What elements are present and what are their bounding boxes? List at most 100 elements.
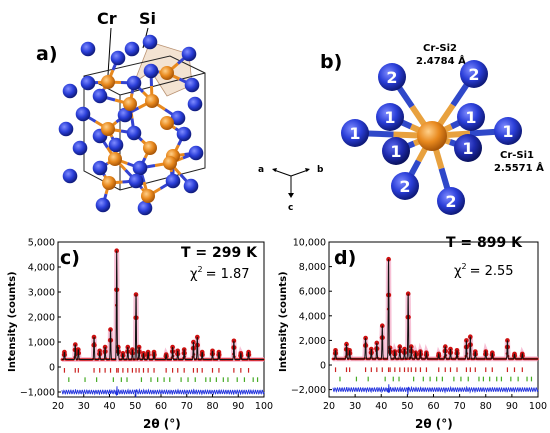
si-atom bbox=[75, 106, 91, 122]
x-tick-label: 40 bbox=[375, 401, 387, 412]
si-atom bbox=[170, 110, 186, 126]
si-atom bbox=[132, 160, 148, 176]
si-atom bbox=[184, 77, 200, 93]
y-tick-label: 2,000 bbox=[28, 313, 55, 324]
si-neighbor-atom bbox=[437, 187, 465, 215]
cr-atom bbox=[145, 94, 159, 108]
x-axis-title-c: 2θ (°) bbox=[143, 417, 181, 431]
x-tick-label: 30 bbox=[349, 401, 361, 412]
x-tick-label: 20 bbox=[323, 401, 335, 412]
cr-atom bbox=[101, 122, 115, 136]
si-atom bbox=[183, 178, 199, 194]
si-atom bbox=[92, 160, 108, 176]
axis-label-a: a bbox=[258, 165, 264, 175]
cr-atom bbox=[160, 66, 174, 80]
y-tick-label: 1,000 bbox=[28, 338, 55, 349]
x-tick-label: 20 bbox=[52, 401, 64, 412]
y-tick-label: 5,000 bbox=[28, 238, 55, 249]
si-atom bbox=[117, 107, 133, 123]
axis-label-c: c bbox=[288, 203, 293, 213]
plot-area-c: −1,000 0 1,000 2,000 3,000 4,000 5,000 20 30 40 50… bbox=[20, 238, 273, 413]
chi-value-d: = 2.55 bbox=[470, 264, 514, 279]
si-atom bbox=[62, 83, 78, 99]
si-atom bbox=[137, 200, 153, 216]
panel-d-xrd-pattern: d) T = 899 K χ2 = 2.55 −2,000 0 2,000 4,000 6… bbox=[278, 235, 547, 431]
x-axis-title-text-c: 2θ (°) bbox=[143, 417, 181, 431]
x-tick-label: 40 bbox=[103, 401, 115, 412]
x-tick-label: 70 bbox=[181, 401, 193, 412]
calculated-line bbox=[332, 259, 538, 360]
si-atom bbox=[142, 34, 158, 50]
panel-a-crystal-structure: Cr Si a) bbox=[36, 9, 206, 216]
cr-atom bbox=[160, 116, 174, 130]
y-tick-label: −1,000 bbox=[20, 388, 55, 399]
y-tick-label: 4,000 bbox=[28, 263, 55, 274]
si-atom bbox=[92, 88, 108, 104]
x-tick-label: 50 bbox=[129, 401, 141, 412]
si-atom bbox=[108, 137, 124, 153]
x-tick-label: 90 bbox=[506, 401, 518, 412]
chi-square-label-d: χ2 = 2.55 bbox=[454, 262, 514, 279]
x-axis-title-d: 2θ (°) bbox=[415, 417, 453, 431]
si-neighbor-atom bbox=[391, 172, 419, 200]
si-atom bbox=[126, 125, 142, 141]
cr-atom bbox=[143, 141, 157, 155]
chi-superscript-d: 2 bbox=[462, 262, 467, 271]
x-tick-label: 50 bbox=[401, 401, 413, 412]
si-atom bbox=[188, 145, 204, 161]
y-tick-label: 0 bbox=[49, 363, 55, 374]
si-neighbor-atom bbox=[457, 103, 485, 131]
panel-letter-c: c) bbox=[60, 247, 80, 269]
bond-value-cr-si2: 2.4784 Å bbox=[416, 54, 466, 67]
si-atom bbox=[72, 140, 88, 156]
bond-name-cr-si1: Cr-Si1 bbox=[500, 150, 534, 161]
x-tick-label: 60 bbox=[155, 401, 167, 412]
site-number-label: 1 bbox=[502, 122, 513, 141]
axis-label-b: b bbox=[317, 165, 324, 175]
temperature-label-c: T = 299 K bbox=[181, 245, 258, 261]
chi-value-c: = 1.87 bbox=[206, 267, 250, 282]
si-atom bbox=[143, 63, 159, 79]
chi-superscript-c: 2 bbox=[198, 265, 203, 274]
x-tick-label: 80 bbox=[206, 401, 218, 412]
x-axis-title-text-d: 2θ (°) bbox=[415, 417, 453, 431]
site-number-label: 1 bbox=[465, 108, 476, 127]
y-tick-label: −2,000 bbox=[291, 385, 326, 396]
site-number-label: 2 bbox=[445, 192, 456, 211]
plot-frame bbox=[57, 241, 265, 398]
y-tick-label: 8,000 bbox=[299, 262, 326, 273]
cr-atom bbox=[101, 75, 115, 89]
panel-b-coordination: b) Cr-Si2 2.4784 Å Cr-Si1 2.5571 Å 2 2 1 1 1… bbox=[320, 43, 544, 215]
y-axis-title-c: Intensity (counts) bbox=[7, 271, 18, 372]
crystal-unit-cell bbox=[58, 34, 206, 216]
temperature-label-d: T = 899 K bbox=[446, 235, 523, 251]
si-atom bbox=[62, 168, 78, 184]
x-tick-label: 80 bbox=[480, 401, 492, 412]
si-neighbor-atom bbox=[378, 63, 406, 91]
chi-square-label-c: χ2 = 1.87 bbox=[190, 265, 250, 282]
cr-atom bbox=[102, 176, 116, 190]
si-neighbor-atom bbox=[460, 60, 488, 88]
cr-atom bbox=[123, 97, 137, 111]
difference-curve bbox=[332, 384, 539, 395]
calculated-line bbox=[61, 250, 264, 360]
panel-letter-a: a) bbox=[36, 43, 58, 65]
y-tick-label: 0 bbox=[320, 361, 326, 372]
site-number-label: 1 bbox=[462, 139, 473, 158]
site-number-label: 1 bbox=[384, 108, 395, 127]
si-atom bbox=[187, 96, 203, 112]
y-tick-label: 10,000 bbox=[293, 238, 326, 249]
si-neighbor-atom bbox=[341, 119, 369, 147]
si-atom bbox=[124, 41, 140, 57]
panel-letter-b: b) bbox=[320, 51, 342, 73]
si-atom bbox=[58, 121, 74, 137]
x-tick-label: 90 bbox=[232, 401, 244, 412]
x-tick-label: 100 bbox=[529, 401, 547, 412]
plot-area-d: −2,000 0 2,000 4,000 6,000 8,000 10,000 20 30 40 5… bbox=[291, 238, 547, 413]
si-atom bbox=[80, 41, 96, 57]
site-number-label: 2 bbox=[399, 177, 410, 196]
si-atom bbox=[165, 173, 181, 189]
y-tick-label: 3,000 bbox=[28, 288, 55, 299]
si-atom bbox=[110, 50, 126, 66]
